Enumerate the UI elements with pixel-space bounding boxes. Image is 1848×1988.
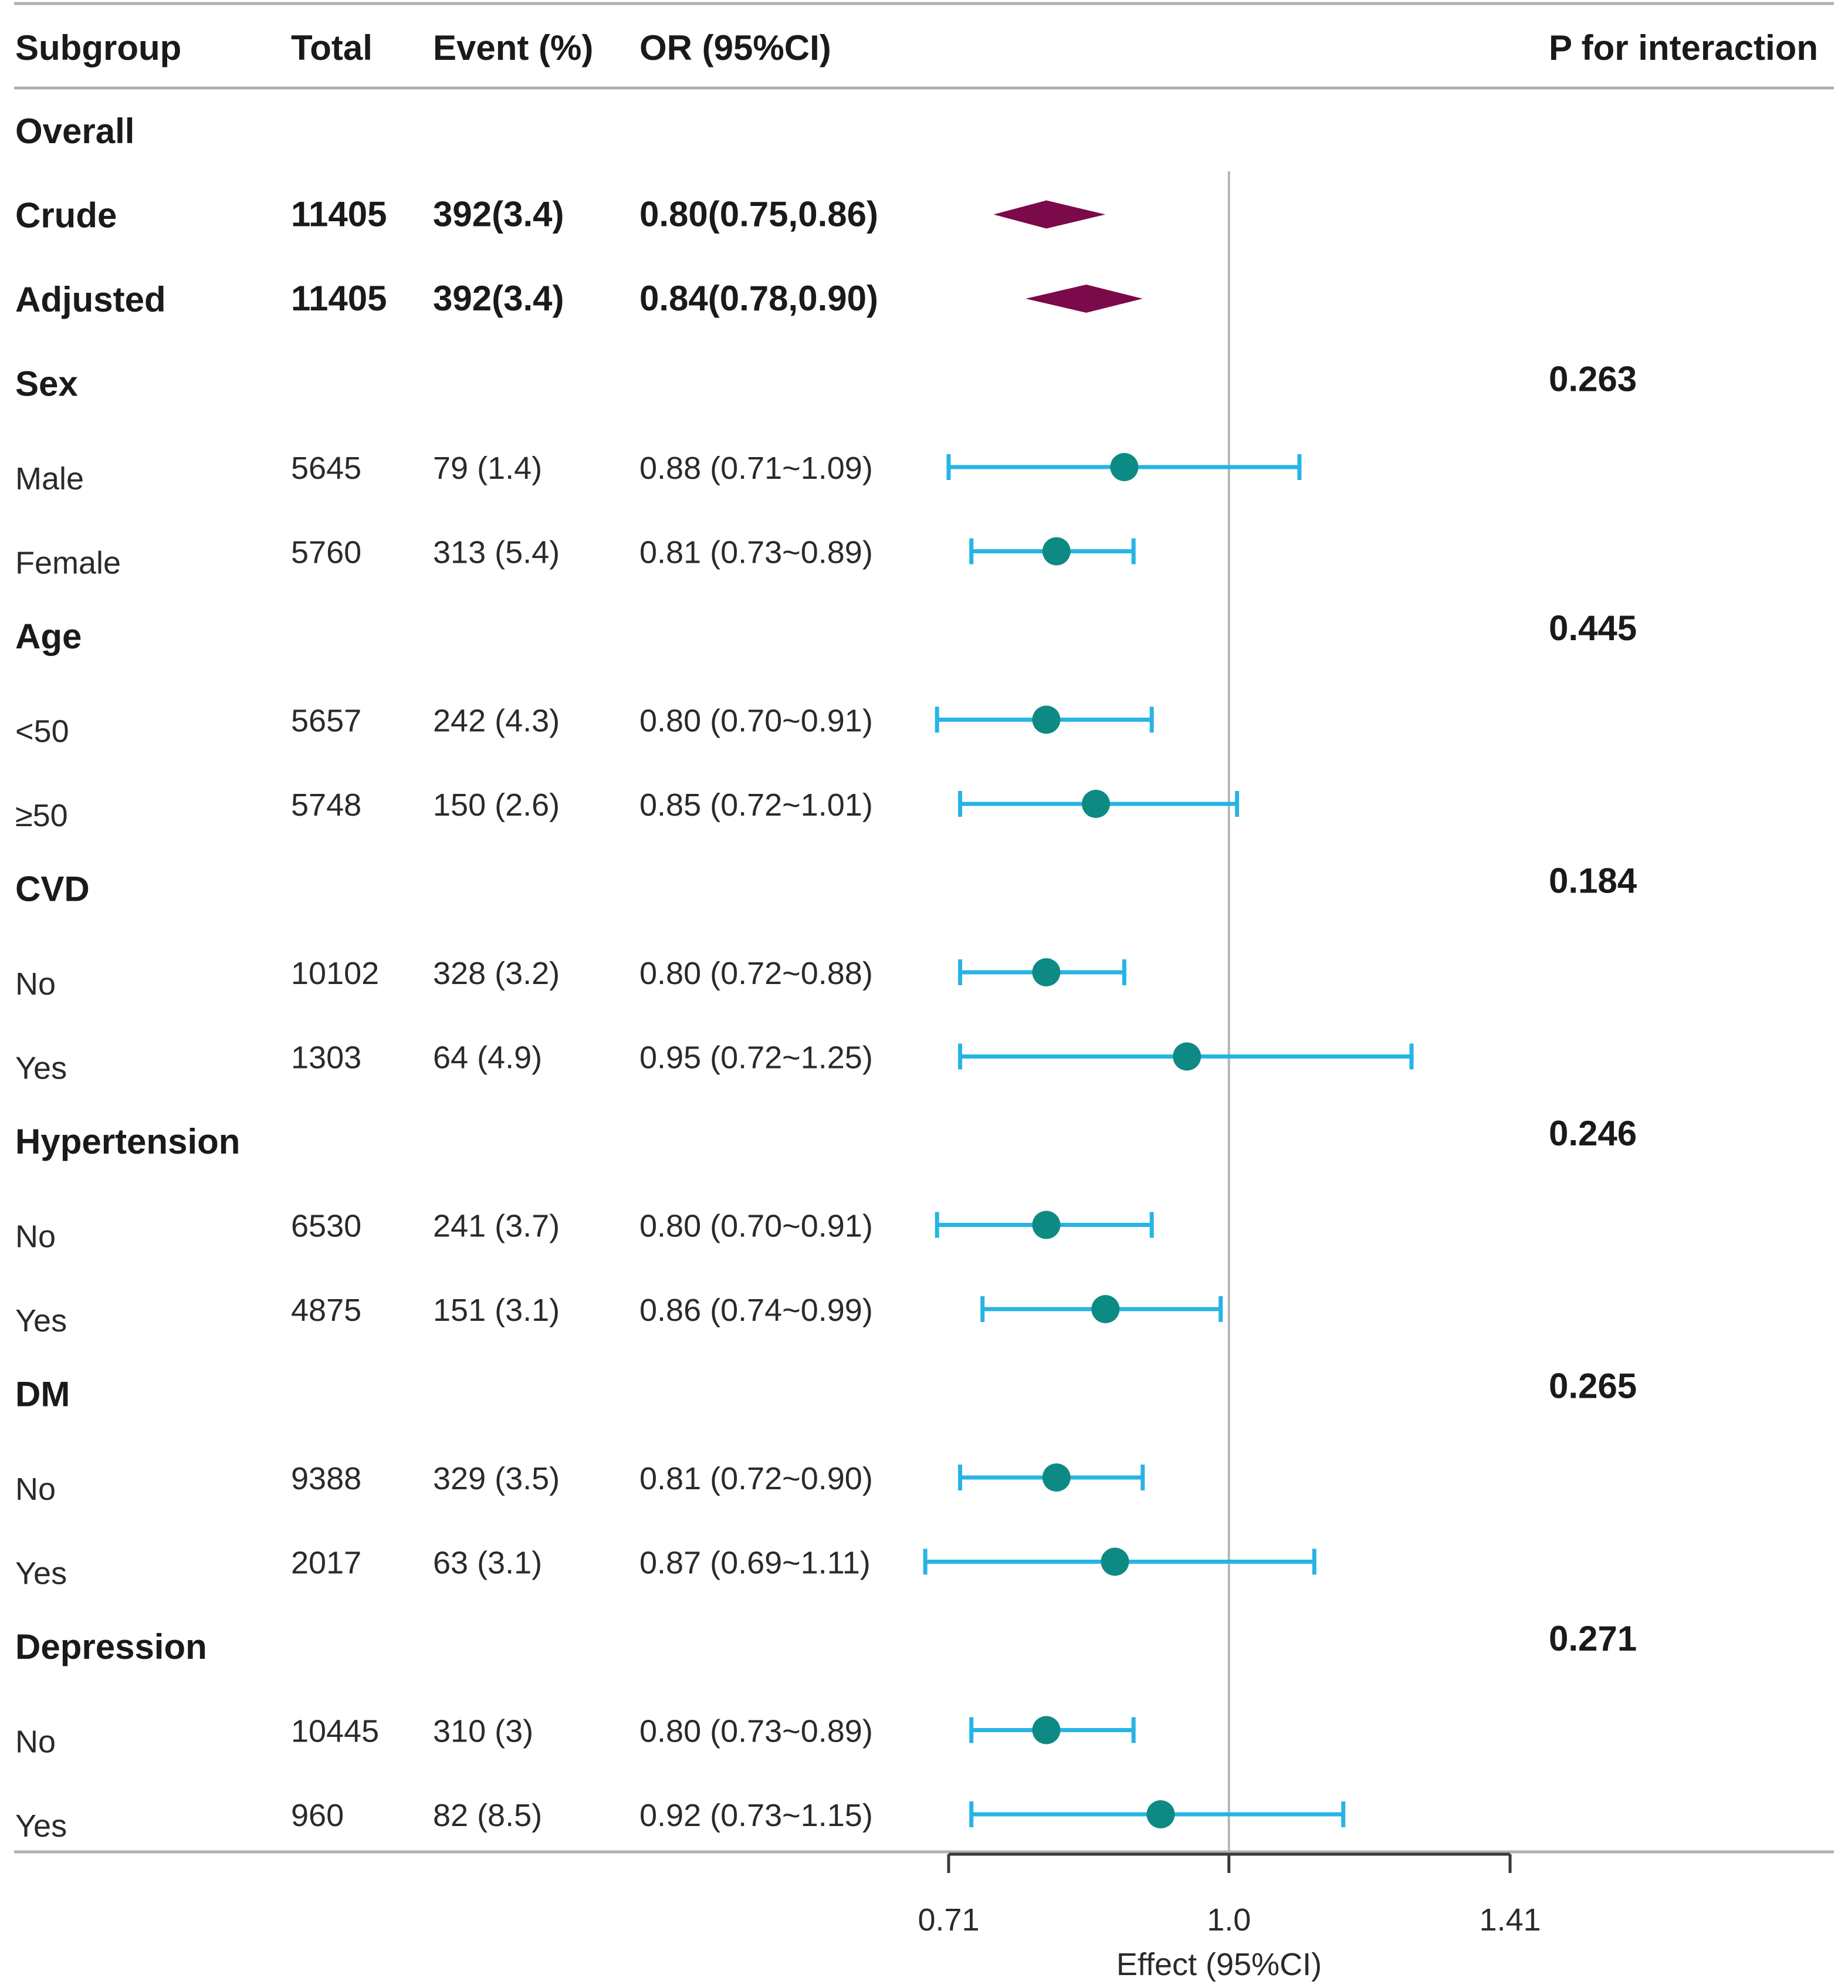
point-estimate: [1173, 1042, 1201, 1071]
or-ci-value: 0.92 (0.73~1.15): [639, 1798, 873, 1833]
estimate-diamond: [993, 200, 1106, 229]
point-estimate: [1146, 1800, 1175, 1828]
event-value: 328 (3.2): [433, 956, 560, 991]
group-label: Depression: [15, 1627, 207, 1666]
x-tick-label: 0.71: [918, 1902, 979, 1938]
p-interaction-value: 0.184: [1549, 861, 1637, 901]
total-value: 5645: [291, 451, 361, 486]
or-ci-value: 0.84(0.78,0.90): [639, 279, 878, 318]
event-value: 79 (1.4): [433, 451, 542, 486]
point-estimate: [1032, 1716, 1061, 1744]
total-value: 1303: [291, 1040, 361, 1076]
group-label: Sex: [15, 364, 78, 404]
point-estimate: [1082, 790, 1111, 818]
group-label: Hypertension: [15, 1122, 240, 1161]
x-tick-label: 1.0: [1207, 1902, 1251, 1938]
subgroup-label: Male: [15, 461, 84, 496]
total-value: 11405: [291, 279, 387, 318]
event-value: 241 (3.7): [433, 1209, 560, 1244]
header-event: Event (%): [433, 28, 593, 67]
total-value: 10445: [291, 1714, 379, 1749]
point-estimate: [1032, 1211, 1061, 1239]
or-ci-value: 0.85 (0.72~1.01): [639, 787, 873, 823]
p-interaction-value: 0.263: [1549, 360, 1637, 399]
or-ci-value: 0.80 (0.72~0.88): [639, 956, 873, 991]
p-interaction-value: 0.246: [1549, 1114, 1637, 1153]
event-value: 82 (8.5): [433, 1798, 542, 1833]
overall-label: Crude: [15, 196, 117, 235]
x-tick-label: 1.41: [1479, 1902, 1541, 1938]
subgroup-label: Yes: [15, 1051, 67, 1086]
or-ci-value: 0.86 (0.74~0.99): [639, 1293, 873, 1328]
header-subgroup: Subgroup: [15, 28, 181, 67]
subgroup-label: <50: [15, 714, 69, 749]
p-interaction-value: 0.445: [1549, 608, 1637, 648]
group-label: Overall: [15, 111, 134, 151]
or-ci-value: 0.80(0.75,0.86): [639, 195, 878, 234]
overall-label: Adjusted: [15, 280, 166, 319]
total-value: 6530: [291, 1209, 361, 1244]
event-value: 310 (3): [433, 1714, 533, 1749]
total-value: 5760: [291, 535, 361, 570]
subgroup-label: Yes: [15, 1303, 67, 1338]
total-value: 960: [291, 1798, 344, 1833]
event-value: 313 (5.4): [433, 535, 560, 570]
header-p-interaction: P for interaction: [1549, 28, 1818, 67]
subgroup-label: ≥50: [15, 798, 68, 833]
subgroup-label: Female: [15, 546, 121, 581]
point-estimate: [1110, 453, 1139, 481]
group-label: CVD: [15, 870, 90, 909]
point-estimate: [1042, 537, 1071, 566]
event-value: 329 (3.5): [433, 1461, 560, 1496]
or-ci-value: 0.80 (0.70~0.91): [639, 1209, 873, 1244]
event-value: 63 (3.1): [433, 1546, 542, 1581]
point-estimate: [1101, 1547, 1129, 1576]
point-estimate: [1042, 1463, 1071, 1492]
header-or: OR (95%CI): [639, 28, 831, 67]
subgroup-label: No: [15, 1219, 56, 1255]
subgroup-label: Yes: [15, 1808, 67, 1844]
x-axis: 0.71 1.0 1.41: [918, 1854, 1541, 1938]
event-value: 392(3.4): [433, 279, 564, 318]
total-value: 5748: [291, 787, 361, 823]
or-ci-value: 0.87 (0.69~1.11): [639, 1546, 871, 1581]
estimate-diamond: [1025, 285, 1143, 313]
or-ci-value: 0.81 (0.73~0.89): [639, 535, 873, 570]
total-value: 10102: [291, 956, 379, 991]
event-value: 151 (3.1): [433, 1293, 560, 1328]
p-interaction-value: 0.265: [1549, 1367, 1637, 1406]
x-axis-label: Effect (95%CI): [1116, 1947, 1322, 1982]
event-value: 150 (2.6): [433, 787, 560, 823]
group-label: DM: [15, 1375, 70, 1414]
point-estimate: [1032, 958, 1061, 986]
point-estimate: [1091, 1295, 1120, 1323]
total-value: 11405: [291, 195, 387, 234]
rows-layer: Overall Crude 11405 392(3.4) 0.80(0.75,0.86)…: [15, 111, 1637, 1844]
total-value: 5657: [291, 704, 361, 739]
total-value: 2017: [291, 1546, 361, 1581]
total-value: 4875: [291, 1293, 361, 1328]
p-interaction-value: 0.271: [1549, 1619, 1637, 1658]
header-total: Total: [291, 28, 373, 67]
or-ci-value: 0.81 (0.72~0.90): [639, 1461, 873, 1496]
event-value: 242 (4.3): [433, 704, 560, 739]
subgroup-label: No: [15, 966, 56, 1002]
or-ci-value: 0.95 (0.72~1.25): [639, 1040, 873, 1076]
point-estimate: [1032, 705, 1061, 734]
subgroup-label: No: [15, 1725, 56, 1760]
subgroup-label: No: [15, 1472, 56, 1507]
subgroup-label: Yes: [15, 1556, 67, 1591]
or-ci-value: 0.80 (0.70~0.91): [639, 704, 873, 739]
or-ci-value: 0.80 (0.73~0.89): [639, 1714, 873, 1749]
event-value: 392(3.4): [433, 195, 564, 234]
group-label: Age: [15, 617, 82, 656]
event-value: 64 (4.9): [433, 1040, 542, 1076]
total-value: 9388: [291, 1461, 361, 1496]
or-ci-value: 0.88 (0.71~1.09): [639, 451, 873, 486]
